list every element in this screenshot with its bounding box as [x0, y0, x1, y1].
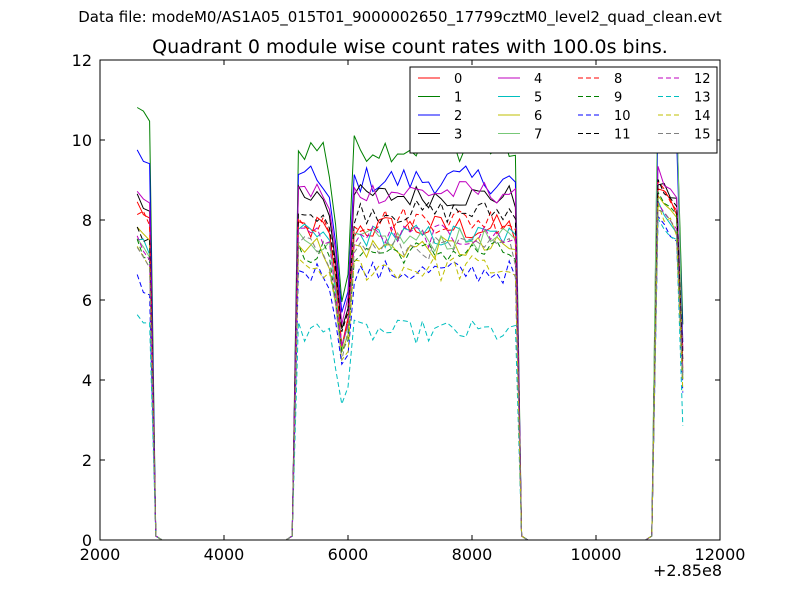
y-tick-label: 10: [72, 131, 92, 150]
x-tick-label: 6000: [328, 545, 369, 564]
y-tick-label: 2: [82, 451, 92, 470]
y-tick-label: 12: [72, 51, 92, 70]
series-line-12: [136, 201, 684, 541]
series-line-11: [136, 179, 684, 541]
legend-label-2: 2: [454, 109, 462, 124]
x-tick-label: 10000: [571, 545, 622, 564]
series-line-3: [136, 182, 684, 541]
legend-label-4: 4: [534, 72, 542, 87]
legend-label-8: 8: [614, 72, 622, 87]
legend-label-6: 6: [534, 109, 542, 124]
series-line-10: [136, 215, 684, 541]
legend-label-11: 11: [614, 128, 631, 143]
series-line-15: [136, 209, 684, 541]
figure-suptitle: Data file: modeM0/AS1A05_015T01_90000026…: [78, 8, 722, 26]
series-line-1: [136, 86, 684, 541]
x-tick-label: 2000: [80, 545, 121, 564]
legend-label-7: 7: [534, 128, 542, 143]
x-axis-offset-label: +2.85e8: [652, 561, 722, 580]
series-line-0: [136, 188, 684, 541]
y-tick-label: 6: [82, 291, 92, 310]
legend-label-10: 10: [614, 109, 631, 124]
series-line-14: [136, 203, 684, 541]
x-tick-label: 12000: [695, 545, 746, 564]
legend-label-13: 13: [694, 91, 711, 106]
series-line-13: [136, 216, 684, 541]
x-tick-label: 4000: [204, 545, 245, 564]
legend-label-15: 15: [694, 128, 711, 143]
legend-label-14: 14: [694, 109, 711, 124]
legend-label-5: 5: [534, 91, 542, 106]
series-line-6: [136, 194, 684, 541]
series-line-2: [136, 115, 684, 541]
legend-label-9: 9: [614, 91, 622, 106]
series-line-5: [137, 200, 684, 541]
chart-title: Quadrant 0 module wise count rates with …: [152, 36, 668, 58]
y-tick-label: 8: [82, 211, 92, 230]
y-tick-label: 0: [82, 531, 92, 550]
x-tick-label: 8000: [452, 545, 493, 564]
legend-label-1: 1: [454, 91, 462, 106]
legend-label-12: 12: [694, 72, 711, 87]
legend-label-0: 0: [454, 72, 462, 87]
legend-box: [409, 66, 718, 154]
series-line-8: [136, 179, 684, 541]
y-tick-label: 4: [82, 371, 92, 390]
legend-label-3: 3: [454, 128, 462, 143]
series-line-9: [136, 190, 684, 541]
